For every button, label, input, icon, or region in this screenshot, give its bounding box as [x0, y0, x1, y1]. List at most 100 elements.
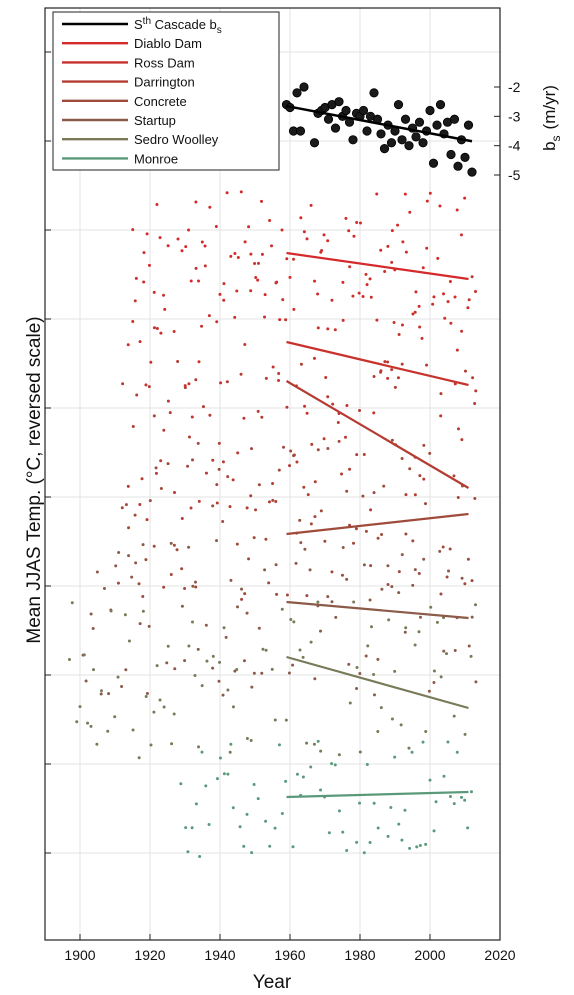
- temperature-point-sedro: [95, 742, 99, 746]
- temperature-point-diablo: [155, 202, 159, 206]
- temperature-point-startup: [400, 553, 404, 557]
- temperature-point-startup: [99, 692, 103, 696]
- temperature-point-monroe: [428, 778, 432, 782]
- temperature-point-diablo: [466, 306, 470, 310]
- temperature-point-monroe: [424, 842, 428, 846]
- temperature-point-diablo: [383, 270, 387, 274]
- temperature-point-sedro: [439, 675, 443, 679]
- temperature-point-diablo: [158, 236, 162, 240]
- temperature-point-diablo: [455, 208, 459, 212]
- left-axis-ticks: [45, 51, 51, 854]
- temperature-point-concrete: [162, 585, 166, 589]
- cascade-bs-point: [362, 126, 372, 136]
- temperature-point-darrington: [413, 493, 417, 497]
- temperature-point-startup: [91, 626, 95, 630]
- temperature-point-darrington: [390, 368, 394, 372]
- temperature-point-darrington: [372, 375, 376, 379]
- temperature-point-ross: [392, 321, 396, 325]
- temperature-point-startup: [263, 568, 267, 572]
- temperature-point-diablo: [313, 279, 317, 283]
- temperature-point-sedro: [190, 620, 194, 624]
- temperature-point-darrington: [418, 474, 422, 478]
- temperature-point-monroe: [337, 809, 341, 813]
- temperature-point-startup: [474, 680, 478, 684]
- temperature-point-darrington: [473, 402, 477, 406]
- temperature-point-sedro: [355, 665, 359, 669]
- temperature-point-sedro: [289, 617, 293, 621]
- temperature-point-sedro: [432, 669, 436, 673]
- temperature-point-ross: [249, 289, 253, 293]
- temperature-point-concrete: [264, 537, 268, 541]
- temperature-point-diablo: [305, 237, 309, 241]
- temperature-point-diablo: [268, 219, 272, 223]
- temperature-point-ross: [277, 378, 281, 382]
- temperature-point-startup: [362, 563, 366, 567]
- temperature-point-concrete: [445, 575, 449, 579]
- temperature-point-startup: [372, 693, 376, 697]
- temperature-point-darrington: [336, 421, 340, 425]
- temperature-point-darrington: [264, 376, 268, 380]
- temperature-point-ross: [144, 383, 148, 387]
- temperature-point-startup: [193, 580, 197, 584]
- temperature-point-sedro: [387, 618, 391, 622]
- temperature-point-darrington: [140, 477, 144, 481]
- temperature-point-ross: [152, 326, 156, 330]
- temperature-point-startup: [260, 671, 264, 675]
- temperature-point-startup: [134, 561, 138, 565]
- temperature-point-monroe: [215, 777, 219, 781]
- temperature-point-startup: [380, 587, 384, 591]
- temperature-point-sedro: [172, 712, 176, 716]
- temperature-point-concrete: [386, 583, 390, 587]
- temperature-point-diablo: [432, 295, 436, 299]
- temperature-point-darrington: [254, 508, 258, 512]
- temperature-point-darrington: [358, 408, 362, 412]
- temperature-point-concrete: [124, 503, 128, 507]
- temperature-point-concrete: [277, 468, 281, 472]
- temperature-point-startup: [138, 622, 142, 626]
- temperature-point-monroe: [446, 740, 450, 744]
- temperature-point-concrete: [337, 439, 341, 443]
- temperature-point-sedro: [352, 600, 356, 604]
- right-axis-label: bs(m/yr): [540, 85, 563, 151]
- temperature-point-monroe: [466, 826, 470, 830]
- temperature-point-diablo: [131, 228, 135, 232]
- temperature-point-diablo: [187, 228, 191, 232]
- temperature-point-sedro: [316, 600, 320, 604]
- temperature-point-ross: [172, 330, 176, 334]
- temperature-point-diablo: [408, 210, 412, 214]
- temperature-point-concrete: [369, 564, 373, 568]
- temperature-point-diablo: [375, 192, 379, 196]
- temperature-point-concrete: [411, 539, 415, 543]
- trend-line-ross: [286, 340, 469, 387]
- temperature-point-diablo: [316, 292, 320, 296]
- temperature-point-concrete: [247, 557, 251, 561]
- temperature-point-monroe: [273, 826, 277, 830]
- temperature-point-startup: [217, 679, 221, 683]
- temperature-point-darrington: [288, 464, 292, 468]
- cascade-bs-point: [414, 117, 425, 127]
- temperature-point-startup: [211, 666, 215, 670]
- temperature-point-concrete: [376, 536, 380, 540]
- temperature-point-ross: [470, 275, 474, 279]
- temperature-point-darrington: [306, 493, 310, 497]
- temperature-point-ross: [400, 323, 404, 327]
- temperature-point-sedro: [273, 718, 277, 722]
- temperature-point-diablo: [379, 248, 383, 252]
- temperature-point-sedro: [417, 630, 421, 634]
- temperature-point-monroe: [301, 775, 305, 779]
- temperature-point-darrington: [197, 499, 201, 503]
- temperature-point-monroe: [245, 812, 249, 816]
- temperature-point-sedro: [348, 701, 352, 705]
- temperature-point-concrete: [133, 513, 137, 517]
- temperature-point-concrete: [354, 527, 358, 531]
- temperature-point-monroe: [372, 801, 376, 805]
- temperature-point-concrete: [127, 526, 131, 530]
- temperature-point-concrete: [470, 579, 474, 583]
- temperature-point-monroe: [365, 762, 369, 766]
- temperature-point-sedro: [298, 648, 302, 652]
- temperature-point-diablo: [401, 240, 405, 244]
- temperature-point-startup: [240, 587, 244, 591]
- temperature-point-concrete: [183, 586, 187, 590]
- temperature-point-diablo: [473, 290, 477, 294]
- temperature-point-monroe: [469, 790, 473, 794]
